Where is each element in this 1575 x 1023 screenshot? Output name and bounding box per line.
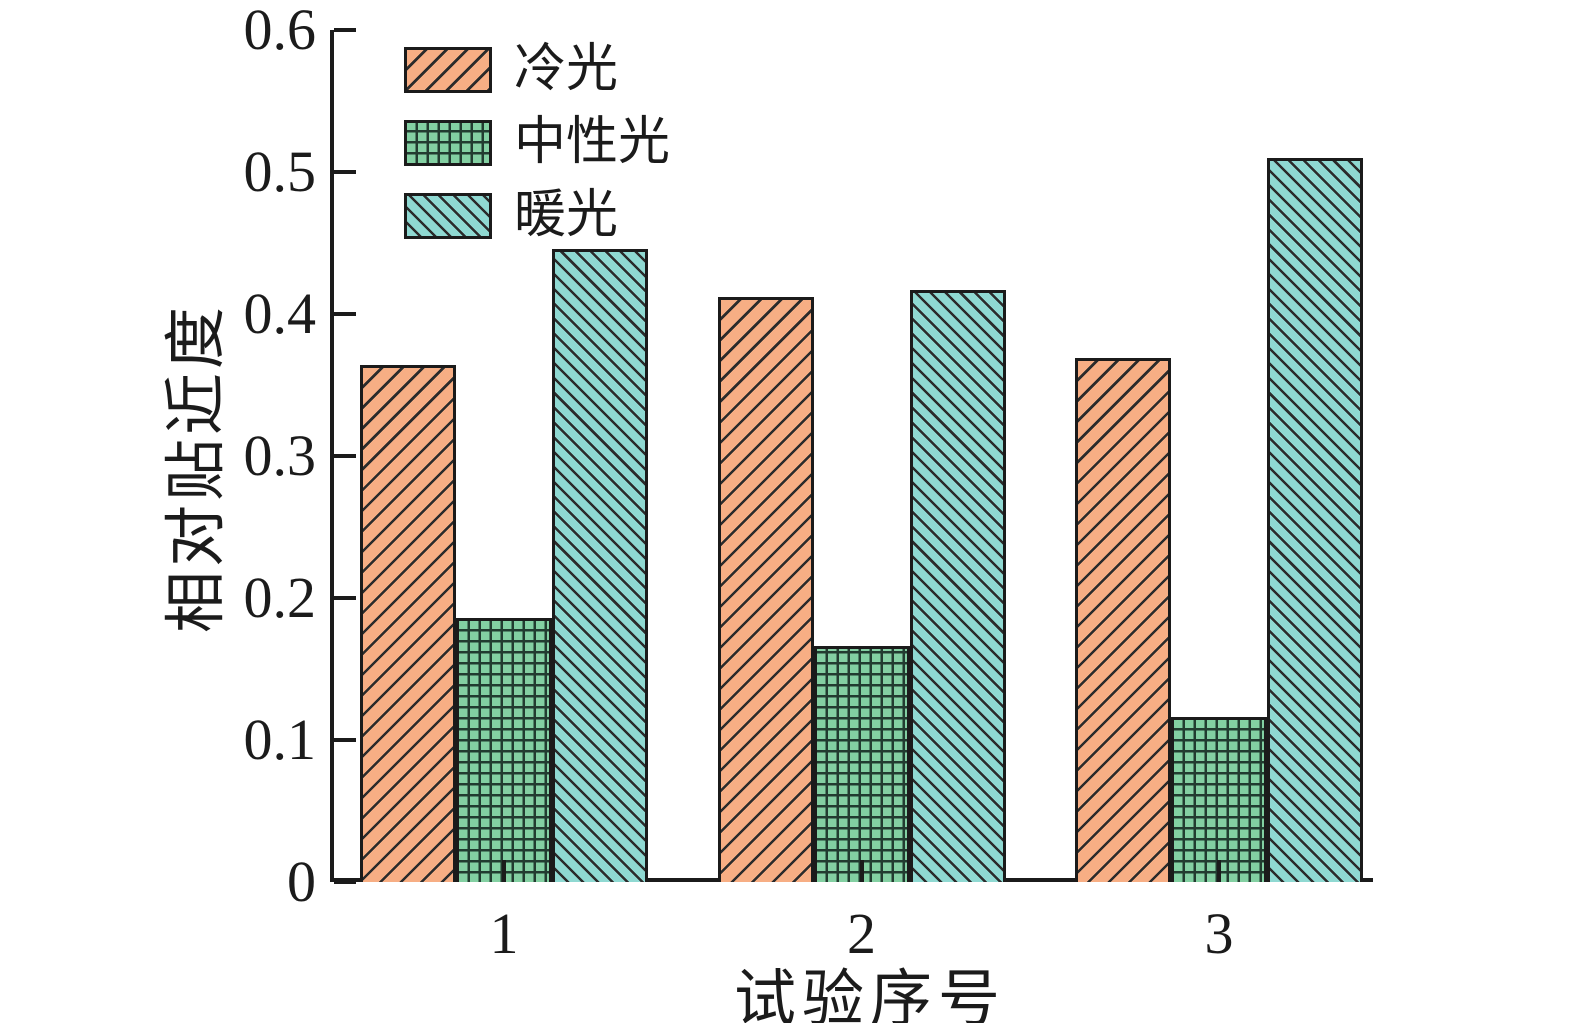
- y-tick-label-0.3: 0.3: [243, 423, 317, 488]
- x-tick-label-3: 3: [1204, 901, 1234, 966]
- bar-warm-light-group-1: [552, 248, 648, 882]
- bar-cold-light-group-1: [360, 365, 456, 882]
- y-tick-mark-0.3: [334, 454, 356, 458]
- x-tick-label-2: 2: [847, 901, 876, 966]
- bar-warm-light-group-3: [1267, 157, 1363, 882]
- y-tick-mark-0.5: [334, 170, 356, 174]
- legend-swatch-cold-light: [404, 47, 492, 93]
- y-tick-mark-0.6: [334, 28, 356, 32]
- bar-neutral-light-group-1: [456, 617, 552, 882]
- y-tick-mark-0.4: [334, 312, 356, 316]
- bar-cold-light-group-2: [717, 296, 814, 882]
- legend-item-warm-light: 暖光: [404, 188, 670, 244]
- legend-label-neutral-light: 中性光: [514, 114, 671, 171]
- legend: 冷光 中性光 暖光: [404, 42, 670, 244]
- x-axis-title: 试验序号: [733, 966, 1007, 1023]
- y-tick-mark-0.2: [334, 596, 356, 600]
- y-tick-label-0.5: 0.5: [243, 139, 317, 204]
- bar-warm-light-group-2: [909, 289, 1006, 882]
- y-tick-label-0.6: 0.6: [243, 0, 317, 62]
- y-tick-mark-0: [334, 880, 356, 884]
- x-tick-mark-2: [859, 860, 864, 882]
- bar-cold-light-group-3: [1075, 358, 1171, 882]
- legend-item-cold-light: 冷光: [404, 42, 670, 98]
- y-tick-label-0.4: 0.4: [243, 281, 317, 346]
- legend-item-neutral-light: 中性光: [404, 115, 670, 171]
- legend-swatch-warm-light: [404, 193, 492, 239]
- y-tick-label-0.2: 0.2: [243, 565, 317, 630]
- x-tick-label-1: 1: [489, 901, 519, 966]
- legend-label-warm-light: 暖光: [514, 187, 619, 244]
- bar-neutral-light-group-3: [1171, 717, 1267, 882]
- x-tick-mark-3: [1217, 860, 1221, 882]
- y-tick-label-0: 0: [287, 849, 316, 914]
- y-tick-mark-0.1: [334, 738, 356, 742]
- bar-neutral-light-group-2: [813, 646, 910, 882]
- y-tick-label-0.1: 0.1: [243, 707, 317, 772]
- legend-label-cold-light: 冷光: [514, 41, 619, 98]
- legend-swatch-neutral-light: [404, 120, 492, 166]
- x-tick-mark-1: [502, 860, 506, 882]
